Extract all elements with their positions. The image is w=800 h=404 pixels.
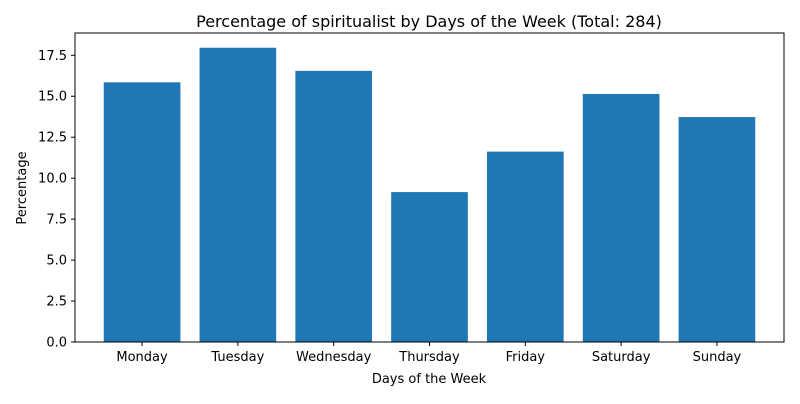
- y-tick-label: 15.0: [38, 90, 67, 105]
- x-axis-label: Days of the Week: [372, 372, 487, 387]
- x-tick-label: Tuesday: [210, 350, 264, 365]
- chart-title: Percentage of spiritualist by Days of th…: [196, 12, 662, 31]
- bar-friday: [486, 151, 564, 342]
- y-axis: 0.0 2.5 5.0 7.5 10.0 12.5 15.0 17.5: [38, 49, 75, 351]
- x-tick-label: Monday: [116, 350, 168, 365]
- x-tick-label: Sunday: [693, 350, 742, 365]
- x-axis: Monday Tuesday Wednesday Thursday Friday Satu…: [116, 342, 742, 365]
- y-tick-label: 2.5: [46, 295, 67, 310]
- bar-thursday: [391, 192, 468, 342]
- x-tick-label: Wednesday: [296, 350, 372, 365]
- y-axis-label: Percentage: [15, 151, 30, 224]
- x-tick-label: Friday: [506, 350, 546, 365]
- plot-area: 0.0 2.5 5.0 7.5 10.0 12.5 15.0 17.5 Monday Tuesd…: [38, 32, 785, 365]
- bar-sunday: [678, 117, 756, 342]
- bar-monday: [103, 82, 181, 342]
- bar-wednesday: [295, 70, 373, 342]
- bar-saturday: [582, 93, 660, 343]
- y-tick-label: 10.0: [38, 172, 67, 187]
- bar-tuesday: [199, 47, 277, 343]
- y-tick-label: 17.5: [38, 49, 67, 64]
- y-tick-label: 0.0: [46, 336, 67, 351]
- x-tick-label: Saturday: [592, 350, 651, 365]
- y-tick-label: 7.5: [46, 213, 67, 228]
- x-tick-label: Thursday: [398, 350, 460, 365]
- bars-group: [103, 47, 756, 343]
- y-tick-label: 12.5: [38, 131, 67, 146]
- y-tick-label: 5.0: [46, 254, 67, 269]
